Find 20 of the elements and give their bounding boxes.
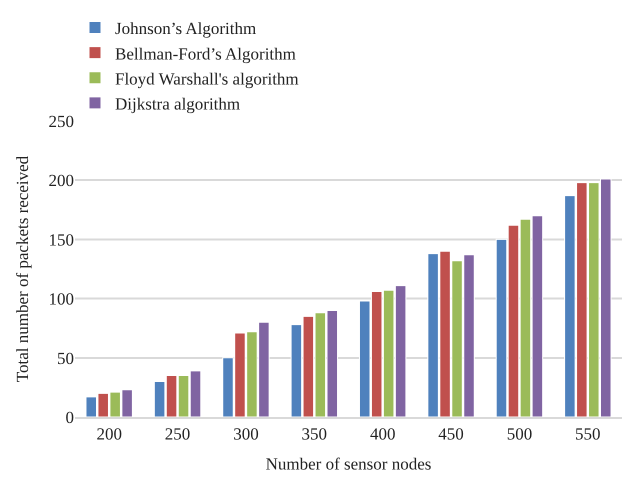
x-tick-label: 250 (164, 424, 190, 444)
y-tick-label: 150 (48, 230, 74, 250)
y-tick-label: 100 (48, 290, 74, 309)
legend-label: Floyd Warshall's algorithm (115, 69, 299, 88)
x-tick-label: 500 (506, 424, 532, 444)
legend-label: Dijkstra algorithm (115, 94, 240, 114)
y-tick-label: 250 (48, 112, 74, 131)
y-tick-label: 0 (66, 408, 74, 427)
x-tick-label: 400 (370, 424, 396, 444)
x-tick-label: 350 (302, 424, 328, 444)
x-tick-label: 550 (575, 424, 601, 444)
y-tick-label: 50 (57, 348, 74, 368)
y-axis-title: Total number of packets received (13, 155, 32, 382)
x-axis-title: Number of sensor nodes (266, 454, 432, 474)
x-tick-label: 200 (96, 424, 122, 444)
legend-label: Johnson’s Algorithm (115, 19, 256, 38)
legend-label: Bellman-Ford’s Algorithm (115, 44, 296, 64)
y-tick-label: 200 (48, 171, 74, 190)
x-tick-label: 300 (233, 424, 259, 444)
x-tick-label: 450 (438, 424, 464, 444)
